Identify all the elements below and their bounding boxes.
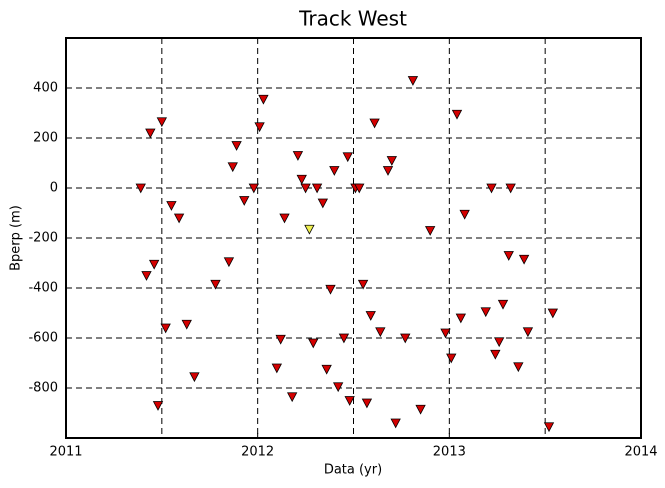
point — [338, 333, 350, 344]
y-tick-label: -800 — [28, 381, 58, 396]
point — [543, 422, 555, 433]
point — [258, 94, 269, 105]
point — [522, 327, 534, 338]
point — [308, 338, 319, 349]
y-tick-label: -400 — [28, 281, 58, 296]
point — [141, 271, 152, 281]
point — [390, 418, 401, 429]
point — [486, 183, 497, 194]
point — [547, 308, 558, 319]
point — [357, 279, 369, 290]
point — [227, 162, 238, 173]
point — [296, 174, 307, 185]
point — [156, 117, 167, 128]
point — [210, 279, 221, 290]
point — [160, 323, 171, 334]
point — [152, 401, 164, 411]
point — [451, 109, 463, 120]
y-tick-label: 0 — [50, 181, 58, 196]
y-tick-label: 200 — [33, 131, 58, 146]
plot-frame — [65, 37, 642, 439]
point — [361, 398, 373, 409]
point — [375, 327, 386, 338]
point — [494, 337, 505, 348]
point — [400, 333, 411, 344]
point — [354, 183, 365, 194]
point — [135, 183, 146, 194]
point — [149, 259, 160, 270]
point — [173, 213, 185, 224]
point — [300, 183, 311, 194]
point — [166, 201, 177, 211]
point — [181, 319, 192, 330]
x-tick-label: 2012 — [241, 445, 274, 460]
point — [342, 152, 353, 163]
point — [321, 364, 332, 375]
point — [415, 404, 426, 415]
point — [239, 196, 250, 206]
point — [480, 307, 491, 318]
point — [223, 257, 235, 268]
point — [440, 328, 451, 339]
point — [287, 392, 298, 403]
point — [231, 141, 242, 151]
point — [311, 183, 323, 194]
point — [382, 166, 394, 176]
point — [325, 284, 336, 295]
point — [145, 128, 156, 139]
point — [248, 183, 259, 194]
point — [407, 76, 419, 86]
point — [455, 313, 466, 324]
x-tick-label: 2014 — [624, 445, 657, 460]
point — [518, 254, 530, 265]
point — [505, 183, 516, 194]
point — [386, 156, 397, 166]
point — [365, 311, 376, 321]
point — [490, 349, 501, 360]
point — [329, 166, 340, 176]
chart-title: Track West — [298, 7, 407, 31]
x-tick-label: 2011 — [49, 445, 82, 460]
point — [344, 396, 355, 406]
point — [503, 251, 514, 261]
y-tick-label: -600 — [28, 331, 58, 346]
point — [271, 363, 282, 374]
y-tick-label: -200 — [28, 231, 58, 246]
point — [279, 213, 290, 224]
point — [459, 209, 470, 220]
point — [513, 362, 524, 373]
point — [497, 299, 509, 310]
point — [304, 224, 315, 235]
y-axis-label: Bperp (m) — [9, 205, 24, 271]
point — [189, 372, 200, 383]
x-axis-label: Data (yr) — [324, 463, 382, 478]
point — [292, 151, 304, 161]
x-tick-label: 2013 — [433, 445, 466, 460]
point — [425, 226, 436, 236]
point — [317, 198, 328, 209]
point — [333, 382, 344, 393]
point — [254, 122, 265, 133]
point — [369, 118, 380, 129]
point — [275, 334, 286, 345]
point — [446, 353, 457, 364]
y-tick-label: 400 — [33, 81, 58, 96]
